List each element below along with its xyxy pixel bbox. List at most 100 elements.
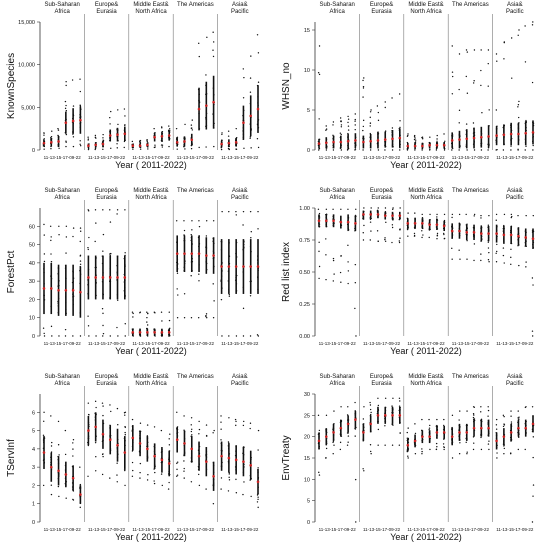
data-point <box>101 402 104 404</box>
data-point <box>72 498 74 501</box>
data-point <box>333 444 335 446</box>
data-point <box>421 450 423 453</box>
data-point <box>58 495 60 498</box>
data-point <box>503 415 505 418</box>
data-point <box>249 77 252 79</box>
median-marker <box>517 234 520 238</box>
data-point <box>495 424 498 426</box>
data-point <box>249 137 251 139</box>
data-point <box>242 210 245 213</box>
data-point <box>197 317 200 319</box>
data-point <box>346 444 349 446</box>
median-marker <box>249 114 253 118</box>
data-point <box>362 119 365 122</box>
data-point <box>42 327 45 329</box>
median-marker <box>94 276 97 279</box>
data-point <box>87 248 89 251</box>
data-point <box>532 456 534 459</box>
data-point <box>398 240 400 242</box>
region-label: North Africa <box>135 9 167 15</box>
median-marker <box>108 134 112 137</box>
data-point <box>139 312 141 314</box>
y-tick-label: 20 <box>304 435 310 441</box>
data-point <box>503 262 505 264</box>
data-point <box>168 319 171 322</box>
median-marker <box>442 143 446 147</box>
data-point <box>487 62 489 65</box>
data-point <box>376 105 379 107</box>
median-marker <box>71 476 75 480</box>
data-point <box>495 261 498 263</box>
data-point <box>435 442 438 445</box>
median-marker <box>167 331 171 334</box>
data-point <box>79 227 82 229</box>
data-point <box>392 208 394 211</box>
data-point <box>50 415 52 417</box>
median-marker <box>79 493 82 496</box>
data-point <box>325 125 327 127</box>
data-point <box>191 119 193 121</box>
median-marker <box>138 144 142 148</box>
region-label: Pacific <box>506 195 524 201</box>
data-point <box>466 410 468 412</box>
median-marker <box>123 132 127 136</box>
data-point <box>532 484 535 486</box>
y-axis-label: Red list index <box>281 242 292 302</box>
median-marker <box>153 454 156 458</box>
median-marker <box>487 426 490 430</box>
data-point <box>428 418 430 421</box>
data-point <box>443 149 446 151</box>
data-point <box>102 133 104 136</box>
median-marker <box>339 426 343 430</box>
data-point <box>496 60 498 62</box>
data-point <box>205 220 208 222</box>
region-label: The Americas <box>177 188 214 194</box>
data-point <box>362 239 365 241</box>
data-point <box>124 434 126 436</box>
data-point <box>458 122 460 124</box>
data-point <box>531 277 534 279</box>
data-point <box>72 145 75 148</box>
x-axis-label: Year ( 2011-2022) <box>390 532 462 542</box>
region-label: North Africa <box>135 381 167 387</box>
median-marker <box>472 426 476 430</box>
data-point <box>79 230 82 232</box>
data-point <box>391 241 393 244</box>
data-point <box>385 221 387 224</box>
median-marker <box>376 213 380 216</box>
data-point <box>43 148 45 150</box>
data-point <box>242 493 244 496</box>
region-label: The Americas <box>177 2 214 8</box>
data-point <box>213 145 215 148</box>
median-marker <box>472 231 476 234</box>
median-marker <box>435 431 439 434</box>
x-tick-label: 11-13-15-17-09-22 <box>363 527 401 532</box>
data-point <box>131 140 134 143</box>
data-point <box>518 264 520 267</box>
data-point <box>109 477 111 479</box>
region-label: Eurasia <box>96 9 117 15</box>
y-tick-label: 10 <box>29 316 35 322</box>
median-marker <box>317 219 321 223</box>
data-point <box>102 405 104 407</box>
median-marker <box>480 426 483 430</box>
data-point <box>347 148 349 150</box>
data-point <box>234 418 237 421</box>
data-point <box>318 250 320 253</box>
x-tick-label: 11-13-15-17-09-22 <box>132 341 170 346</box>
x-axis-label: Year ( 2011-2022) <box>115 346 187 356</box>
median-marker <box>108 276 112 279</box>
data-point <box>161 484 163 487</box>
data-point <box>50 493 53 496</box>
median-marker <box>369 422 372 426</box>
data-point <box>531 81 534 84</box>
data-point <box>190 430 193 433</box>
data-point <box>444 140 446 142</box>
region-label: Pacific <box>506 381 524 387</box>
data-point <box>79 466 81 468</box>
data-point <box>257 228 259 230</box>
data-point <box>123 108 126 110</box>
data-point <box>257 146 260 149</box>
x-tick-label: 11-13-15-17-09-22 <box>319 341 357 346</box>
data-point <box>340 255 342 257</box>
